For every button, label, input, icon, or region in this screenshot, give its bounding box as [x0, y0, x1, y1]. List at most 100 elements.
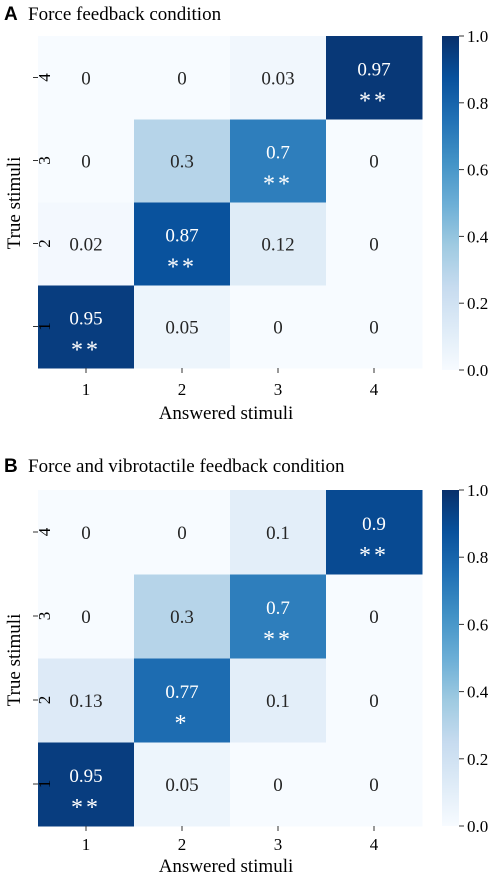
x-tick-label: 1 — [82, 835, 91, 854]
cell-value-label: 0.1 — [266, 523, 290, 544]
y-axis-label: True stimuli — [4, 157, 25, 250]
heatmap-cell — [230, 202, 327, 286]
y-tick-label: 2 — [35, 696, 54, 705]
cell-value-label: 0.12 — [261, 235, 294, 256]
x-tick-label: 2 — [178, 380, 187, 399]
colorbar-tick-label: 0.6 — [467, 161, 488, 180]
y-tick-label: 3 — [35, 156, 54, 165]
cell-value-label: 0.02 — [69, 235, 102, 256]
cell-value-label: 0.95 — [69, 766, 102, 787]
heatmap-cell — [134, 119, 231, 203]
heatmap-cell — [230, 490, 327, 575]
heatmap-cell — [134, 658, 231, 743]
panel-b-title: Force and vibrotactile feedback conditio… — [28, 456, 345, 477]
heatmap-cell — [230, 36, 327, 120]
heatmap-cell — [134, 36, 231, 120]
cell-value-label: 0 — [369, 607, 379, 628]
colorbar-tick-label: 0.0 — [467, 361, 488, 380]
heatmap-cell — [38, 490, 135, 575]
x-tick-label: 3 — [274, 380, 283, 399]
cell-value-label: 0 — [369, 775, 379, 796]
heatmap-cell — [230, 285, 327, 369]
heatmap-cell — [230, 574, 327, 659]
heatmap-cell — [326, 574, 423, 659]
colorbar-tick-label: 0.6 — [467, 615, 488, 634]
heatmap-cell — [38, 285, 135, 369]
y-tick-labels: 1 2 3 4 — [33, 73, 54, 331]
x-tick-labels: 1 2 3 4 — [82, 826, 379, 854]
heatmap-cell — [38, 742, 135, 827]
y-tick-label: 2 — [35, 239, 54, 248]
cell-value-label: 0 — [81, 523, 91, 544]
heatmap-cell — [38, 574, 135, 659]
heatmap-cell — [38, 202, 135, 286]
x-tick-label: 1 — [82, 380, 91, 399]
y-tick-label: 1 — [35, 322, 54, 331]
cell-value-label: 0 — [177, 523, 187, 544]
colorbar-tick-label: 1.0 — [467, 481, 488, 500]
cell-value-label: 0.05 — [165, 775, 198, 796]
heatmap-cell — [38, 119, 135, 203]
cell-value-label: 0.13 — [69, 691, 102, 712]
significance-marker: ** — [167, 255, 197, 281]
panel-a-letter: A — [4, 4, 18, 25]
colorbar-tick-label: 0.2 — [467, 750, 488, 769]
cell-value-label: 0.05 — [165, 318, 198, 339]
heatmap-cell — [230, 658, 327, 743]
cell-value-label: 0 — [369, 691, 379, 712]
heatmap-cell — [230, 742, 327, 827]
cell-value-label: 0.77 — [165, 682, 198, 703]
x-axis-label: Answered stimuli — [159, 403, 294, 424]
heatmap-cell — [230, 119, 327, 203]
panel-b: B Force and vibrotactile feedback condit… — [4, 456, 489, 877]
y-tick-label: 4 — [35, 527, 54, 536]
colorbar-tick-label: 0.8 — [467, 548, 488, 567]
colorbar-ticks: 0.0 0.2 0.4 0.6 0.8 1.0 — [459, 481, 489, 836]
x-tick-label: 4 — [370, 380, 379, 399]
colorbar-ticks: 0.0 0.2 0.4 0.6 0.8 1.0 — [459, 27, 489, 380]
significance-marker: ** — [71, 338, 101, 364]
significance-marker: ** — [71, 795, 101, 821]
cell-value-label: 0 — [81, 607, 91, 628]
x-axis-label: Answered stimuli — [159, 856, 294, 877]
significance-marker: ** — [359, 89, 389, 115]
significance-marker: ** — [359, 543, 389, 569]
cell-value-label: 0.3 — [170, 152, 194, 173]
panel-a: A Force feedback condition 0.95 ** 0.05 0 0 0… — [4, 4, 489, 424]
cell-value-label: 0.87 — [165, 226, 198, 247]
x-tick-label: 2 — [178, 835, 187, 854]
heatmap-cell — [38, 36, 135, 120]
heatmap-cell — [134, 285, 231, 369]
heatmap-force: 0.95 ** 0.05 0 0 0.02 0.87 ** 0.12 0 0 0.3 0.7 ** 0 0 0 0… — [38, 36, 423, 369]
cell-value-label: 0.3 — [170, 607, 194, 628]
colorbar: 0.0 0.2 0.4 0.6 0.8 1.0 — [442, 481, 489, 836]
heatmap-cell — [38, 658, 135, 743]
x-tick-label: 3 — [274, 835, 283, 854]
y-tick-label: 3 — [35, 612, 54, 621]
significance-marker: * — [175, 711, 190, 737]
significance-marker: ** — [263, 172, 293, 198]
cell-value-label: 0 — [369, 152, 379, 173]
x-tick-labels: 1 2 3 4 — [82, 368, 379, 399]
cell-value-label: 0.7 — [266, 598, 290, 619]
cell-value-label: 0 — [369, 235, 379, 256]
panel-b-letter: B — [4, 456, 18, 477]
heatmap-cell — [326, 285, 423, 369]
colorbar-tick-label: 0.8 — [467, 94, 488, 113]
panel-a-title: Force feedback condition — [28, 4, 222, 25]
colorbar-tick-label: 0.4 — [467, 227, 489, 246]
heatmap-cell — [326, 742, 423, 827]
cell-value-label: 0 — [81, 69, 91, 90]
cell-value-label: 0.03 — [261, 69, 294, 90]
colorbar-tick-label: 1.0 — [467, 27, 488, 46]
heatmap-force-vibrotactile: 0.95**0.05 0 00.13 0.77*0.1 00 0.3 0.7**00 0 0.1… — [38, 490, 423, 827]
heatmap-cell — [134, 574, 231, 659]
colorbar-gradient — [442, 36, 459, 370]
cell-value-label: 0.95 — [69, 309, 102, 330]
colorbar-tick-label: 0.4 — [467, 683, 489, 702]
y-axis-label: True stimuli — [4, 614, 25, 707]
cell-value-label: 0 — [273, 318, 283, 339]
y-tick-labels: 1 2 3 4 — [33, 527, 54, 788]
heatmap-cell — [134, 490, 231, 575]
